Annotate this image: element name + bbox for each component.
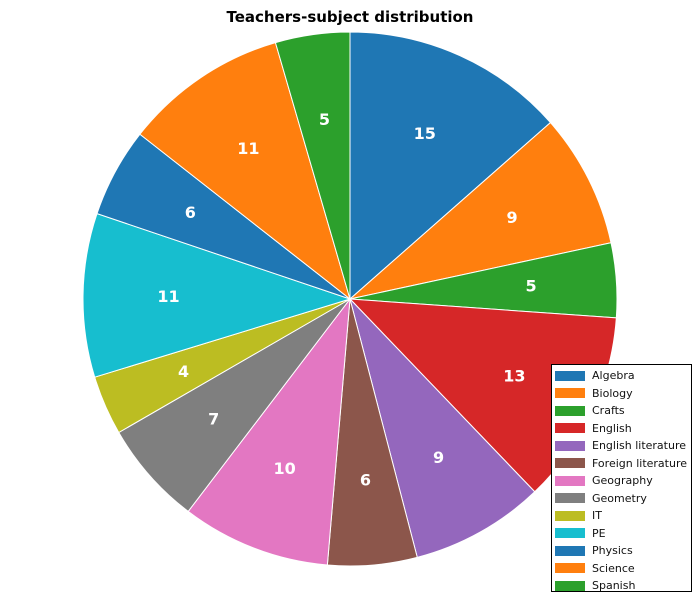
legend-label: Foreign literature	[592, 456, 688, 470]
legend-item: Geometry	[555, 490, 691, 508]
pie-slice-biology	[348, 121, 612, 300]
legend-swatch	[555, 475, 585, 486]
legend-swatch	[555, 388, 585, 399]
slice-value-label: 11	[157, 287, 179, 306]
legend: Algebra Biology Crafts English English liter…	[551, 364, 692, 592]
legend-item: Geography	[555, 472, 691, 490]
slice-value-label: 5	[526, 277, 537, 296]
chart-title: Teachers-subject distribution	[226, 8, 474, 26]
slice-value-label: 5	[319, 110, 330, 129]
pie-slices	[82, 31, 618, 567]
legend-label: Algebra	[592, 369, 635, 383]
legend-item: PE	[555, 525, 691, 543]
pie-slice-science	[139, 42, 351, 301]
legend-item: English	[555, 420, 691, 438]
pie-slice-english-literature	[349, 297, 536, 558]
pie-slice-spanish	[274, 31, 351, 300]
legend-label: English	[592, 421, 632, 435]
legend-swatch	[555, 563, 585, 574]
slice-value-label: 13	[503, 367, 525, 386]
legend-label: Physics	[592, 544, 633, 558]
slice-value-label: 11	[237, 139, 259, 158]
legend-item: English literature	[555, 437, 691, 455]
legend-item: Foreign literature	[555, 455, 691, 473]
slice-value-label: 10	[274, 459, 296, 478]
slice-value-label: 4	[178, 362, 189, 381]
legend-swatch	[555, 510, 585, 521]
legend-label: IT	[592, 509, 602, 523]
legend-label: English literature	[592, 439, 687, 453]
legend-label: Geography	[592, 474, 653, 488]
legend-label: Science	[592, 561, 635, 575]
legend-item: Spanish	[555, 577, 691, 595]
legend-item: IT	[555, 507, 691, 525]
legend-label: Spanish	[592, 579, 636, 593]
legend-swatch	[555, 528, 585, 539]
pie-slice-pe	[82, 212, 352, 378]
legend-label: Geometry	[592, 491, 647, 505]
legend-swatch	[555, 405, 585, 416]
slice-value-label: 9	[507, 208, 518, 227]
legend-label: PE	[592, 526, 606, 540]
slice-value-label: 9	[433, 448, 444, 467]
legend-swatch	[555, 458, 585, 469]
slice-value-label: 7	[208, 409, 219, 428]
pie-slice-algebra	[349, 31, 552, 301]
legend-swatch	[555, 493, 585, 504]
legend-item: Science	[555, 560, 691, 578]
legend-label: Biology	[592, 386, 633, 400]
legend-swatch	[555, 545, 585, 556]
pie-slice-labels: 15 9 5 13 9 6 10 7 4 11 6 11 5	[157, 110, 536, 490]
legend-swatch	[555, 370, 585, 381]
legend-swatch	[555, 440, 585, 451]
slice-value-label: 6	[360, 470, 371, 489]
legend-swatch	[555, 580, 585, 591]
pie-slice-geography	[187, 297, 351, 566]
slice-value-label: 6	[185, 203, 196, 222]
legend-item: Algebra	[555, 367, 691, 385]
legend-swatch	[555, 423, 585, 434]
legend-item: Biology	[555, 385, 691, 403]
legend-label: Crafts	[592, 404, 625, 418]
legend-item: Physics	[555, 542, 691, 560]
slice-value-label: 15	[414, 124, 436, 143]
legend-item: Crafts	[555, 402, 691, 420]
